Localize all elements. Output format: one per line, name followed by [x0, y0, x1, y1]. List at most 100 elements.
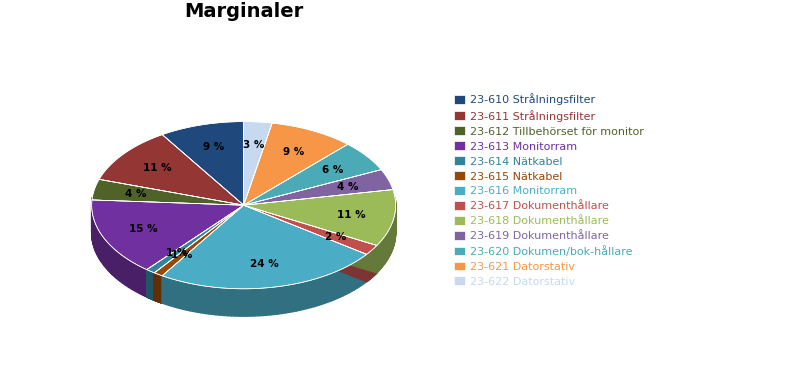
Polygon shape — [172, 279, 176, 307]
Polygon shape — [190, 283, 193, 312]
Polygon shape — [162, 205, 244, 303]
Polygon shape — [169, 278, 172, 306]
Polygon shape — [300, 282, 303, 310]
Polygon shape — [136, 264, 138, 293]
Title: Marginaler: Marginaler — [184, 2, 303, 21]
Polygon shape — [251, 288, 255, 316]
Polygon shape — [162, 122, 244, 205]
Polygon shape — [138, 265, 139, 293]
Polygon shape — [141, 267, 143, 295]
Text: 1 %: 1 % — [166, 248, 187, 258]
Text: 11 %: 11 % — [143, 163, 171, 173]
Polygon shape — [147, 205, 244, 297]
Polygon shape — [259, 288, 263, 316]
Text: 24 %: 24 % — [250, 259, 278, 269]
Polygon shape — [145, 269, 147, 297]
Text: 2 %: 2 % — [325, 233, 347, 242]
Polygon shape — [123, 256, 125, 285]
Polygon shape — [314, 278, 318, 307]
Polygon shape — [92, 200, 244, 233]
Polygon shape — [266, 288, 270, 315]
Polygon shape — [176, 280, 179, 308]
Polygon shape — [130, 260, 131, 289]
Polygon shape — [114, 249, 115, 277]
Polygon shape — [318, 277, 321, 306]
Polygon shape — [331, 272, 334, 301]
Polygon shape — [127, 258, 128, 287]
Polygon shape — [236, 289, 239, 316]
Polygon shape — [147, 205, 244, 297]
Polygon shape — [102, 235, 103, 264]
Polygon shape — [228, 288, 232, 316]
Polygon shape — [115, 250, 116, 278]
Polygon shape — [239, 289, 243, 316]
Text: 1 %: 1 % — [171, 250, 193, 260]
Polygon shape — [378, 244, 379, 272]
Polygon shape — [255, 288, 259, 316]
Text: 15 %: 15 % — [129, 224, 157, 234]
Polygon shape — [99, 135, 244, 205]
Polygon shape — [296, 283, 300, 311]
Polygon shape — [216, 287, 220, 315]
Polygon shape — [205, 286, 208, 314]
Polygon shape — [154, 205, 244, 300]
Text: 6 %: 6 % — [321, 165, 343, 175]
Polygon shape — [244, 144, 381, 205]
Polygon shape — [131, 261, 133, 290]
Polygon shape — [244, 205, 366, 282]
Polygon shape — [270, 287, 274, 315]
Polygon shape — [162, 276, 166, 304]
Polygon shape — [134, 263, 136, 291]
Polygon shape — [340, 268, 343, 297]
Polygon shape — [104, 238, 105, 266]
Polygon shape — [139, 266, 141, 294]
Polygon shape — [103, 237, 104, 265]
Polygon shape — [346, 266, 349, 294]
Polygon shape — [334, 271, 337, 300]
Polygon shape — [220, 288, 224, 315]
Polygon shape — [166, 277, 169, 306]
Text: 3 %: 3 % — [244, 140, 265, 150]
Polygon shape — [224, 288, 228, 316]
Polygon shape — [337, 270, 340, 299]
Polygon shape — [107, 241, 108, 270]
Polygon shape — [243, 289, 247, 316]
Polygon shape — [289, 284, 292, 312]
Text: 9 %: 9 % — [203, 142, 224, 152]
Polygon shape — [108, 244, 110, 272]
Polygon shape — [244, 205, 366, 282]
Polygon shape — [92, 200, 244, 270]
Polygon shape — [179, 281, 183, 309]
Polygon shape — [162, 205, 366, 289]
Polygon shape — [118, 252, 119, 280]
Polygon shape — [197, 285, 201, 313]
Polygon shape — [244, 169, 393, 205]
Polygon shape — [362, 256, 364, 285]
Polygon shape — [162, 205, 244, 303]
Polygon shape — [328, 274, 331, 302]
Polygon shape — [232, 288, 236, 316]
Polygon shape — [307, 280, 310, 309]
Polygon shape — [147, 205, 244, 273]
Polygon shape — [92, 179, 244, 205]
Polygon shape — [244, 190, 395, 245]
Polygon shape — [143, 268, 145, 296]
Polygon shape — [303, 281, 307, 309]
Polygon shape — [343, 267, 346, 296]
Polygon shape — [244, 122, 272, 205]
Polygon shape — [359, 258, 362, 287]
Text: 9 %: 9 % — [283, 147, 304, 157]
Polygon shape — [247, 289, 251, 316]
Polygon shape — [244, 205, 376, 273]
Polygon shape — [244, 123, 347, 205]
Polygon shape — [101, 234, 102, 263]
Polygon shape — [110, 245, 111, 274]
Polygon shape — [154, 205, 244, 276]
Polygon shape — [292, 283, 296, 312]
Polygon shape — [357, 260, 359, 288]
Legend: 23-610 Strålningsfilter, 23-611 Strålningsfilter, 23-612 Tillbehörset för monito: 23-610 Strålningsfilter, 23-611 Strålnin… — [454, 93, 644, 287]
Text: 4 %: 4 % — [337, 182, 358, 192]
Text: 4 %: 4 % — [126, 189, 147, 199]
Polygon shape — [376, 245, 378, 273]
Polygon shape — [183, 282, 186, 310]
